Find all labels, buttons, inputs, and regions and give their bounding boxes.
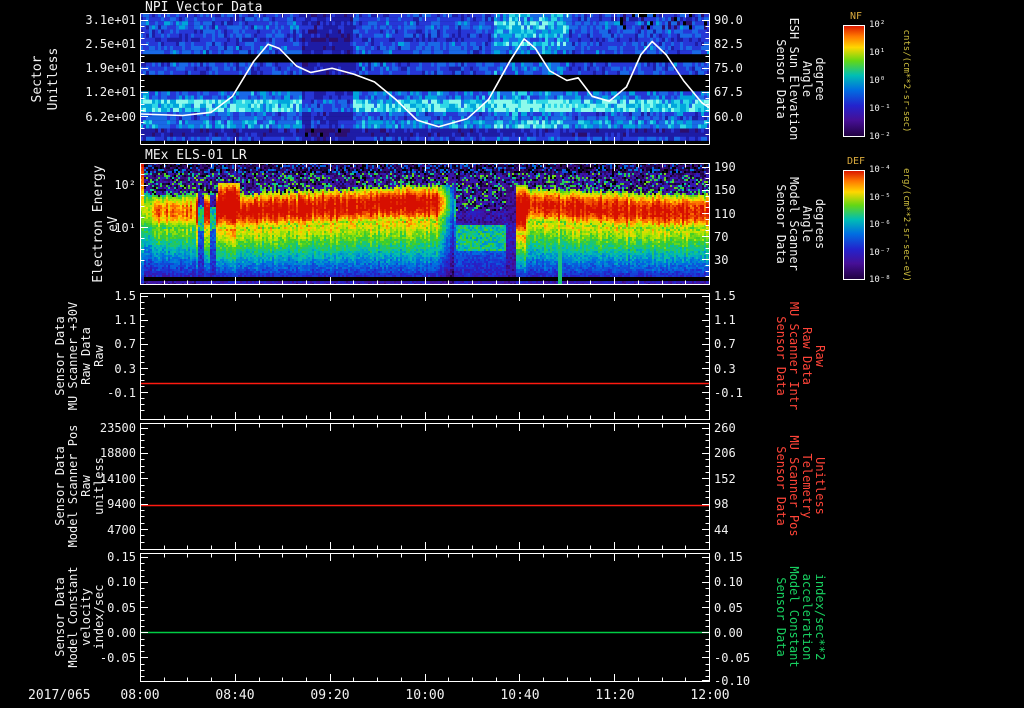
y-tick-left-panel3: 0.7 xyxy=(114,337,136,352)
panel2-title: MEx ELS-01 LR xyxy=(145,148,247,163)
panel5-right-axis-label: index/sec**2 acceleration Model Constant… xyxy=(774,566,827,668)
y-tick-right-panel5: 0.05 xyxy=(714,600,743,615)
panel1-right-axis-label: degree Angle ESH Sun Elevation Sensor Da… xyxy=(774,17,827,141)
nf-colorbar-units: cnts/(cm**2-sr-sec) xyxy=(901,29,911,133)
y-tick-right-panel5: 0.10 xyxy=(714,575,743,590)
y-tick-right-panel3: 1.1 xyxy=(714,313,736,328)
x-tick-label: 10:40 xyxy=(500,688,540,703)
panel3-left-axis-label: Sensor Data MU Scanner +30V Raw Data Raw xyxy=(53,301,106,411)
y-tick-left-panel3: 0.3 xyxy=(114,361,136,376)
y-tick-right-panel4: 44 xyxy=(714,522,729,537)
def-colorbar xyxy=(843,170,865,280)
y-tick-right-panel3: 0.3 xyxy=(714,361,736,376)
y-tick-left-panel5: 0.05 xyxy=(107,600,136,615)
y-tick-right-panel5: -0.05 xyxy=(714,651,751,666)
y-tick-right-panel5: 0.15 xyxy=(714,549,743,564)
y-tick-left-panel4: 9400 xyxy=(107,497,136,512)
y-tick-right-panel5: 0.00 xyxy=(714,625,743,640)
panel5-left-axis-label: Sensor Data Model Constant velocity inde… xyxy=(53,566,106,668)
colorbar-tick-label: 10⁻¹ xyxy=(869,104,891,114)
colorbar-tick-label: 10⁻⁸ xyxy=(869,275,891,285)
y-tick-left-panel5: 0.10 xyxy=(107,575,136,590)
y-tick-right-panel4: 206 xyxy=(714,446,736,461)
colorbar-tick-label: 10⁻⁷ xyxy=(869,247,891,258)
y-tick-right-panel2: 30 xyxy=(714,252,729,267)
els-spectrogram-canvas xyxy=(140,163,710,285)
colorbar-tick-label: 10⁰ xyxy=(869,76,886,86)
y-tick-right-panel3: 0.7 xyxy=(714,337,736,352)
mu-scanner-30v-plot-canvas xyxy=(140,293,710,420)
y-tick-right-panel1: 67.5 xyxy=(714,85,743,100)
y-tick-right-panel2: 70 xyxy=(714,229,729,244)
y-tick-left-panel3: 1.1 xyxy=(114,313,136,328)
y-tick-left-panel3: 1.5 xyxy=(114,289,136,304)
panel2-right-axis-label: degrees Angle Model Scanner Sensor Data xyxy=(774,177,827,271)
y-tick-right-panel2: 190 xyxy=(714,160,736,175)
y-tick-left-panel2: 10² xyxy=(114,177,136,192)
y-tick-left-panel1: 2.5e+01 xyxy=(85,37,136,52)
y-tick-right-panel1: 82.5 xyxy=(714,37,743,52)
y-tick-left-panel4: 18800 xyxy=(99,446,136,461)
y-tick-right-panel1: 60.0 xyxy=(714,109,743,124)
panel1-title: NPI Vector Data xyxy=(145,0,263,15)
y-tick-left-panel4: 4700 xyxy=(107,522,136,537)
y-tick-right-panel5: -0.10 xyxy=(714,674,751,689)
colorbar-tick-label: 10² xyxy=(869,20,886,30)
def-colorbar-title: DEF xyxy=(846,156,866,167)
colorbar-tick-label: 10⁻² xyxy=(869,132,891,142)
colorbar-tick-label: 10¹ xyxy=(869,48,886,58)
y-tick-left-panel1: 1.9e+01 xyxy=(85,61,136,76)
panel4-left-axis-label: Sensor Data Model Scanner Pos Raw unitle… xyxy=(53,424,106,548)
def-colorbar-units: erg/(cm**2-sr-sec-eV) xyxy=(901,168,911,282)
y-tick-right-panel4: 98 xyxy=(714,497,729,512)
x-axis-date-label: 2017/065 xyxy=(28,688,91,703)
x-tick-label: 08:00 xyxy=(120,688,160,703)
npi-spectrogram-canvas xyxy=(140,13,710,145)
colorbar-tick-label: 10⁻⁵ xyxy=(869,192,891,203)
y-tick-left-panel1: 1.2e+01 xyxy=(85,85,136,100)
y-tick-right-panel1: 75.0 xyxy=(714,61,743,76)
x-tick-label: 10:00 xyxy=(405,688,445,703)
model-constant-plot-canvas xyxy=(140,553,710,682)
y-tick-left-panel5: 0.15 xyxy=(107,549,136,564)
y-tick-right-panel2: 110 xyxy=(714,206,736,221)
x-tick-label: 09:20 xyxy=(310,688,350,703)
panel3-right-axis-label: Raw Raw Data MU Scanner Intr Sensor Data xyxy=(774,301,827,411)
panel4-right-axis-label: Unitless Telemetry MU Scanner Pos Sensor… xyxy=(774,435,827,537)
y-tick-right-panel1: 90.0 xyxy=(714,12,743,27)
y-tick-left-panel5: -0.05 xyxy=(99,651,136,666)
x-tick-label: 11:20 xyxy=(595,688,635,703)
y-tick-right-panel4: 152 xyxy=(714,471,736,486)
y-tick-right-panel3: 1.5 xyxy=(714,289,736,304)
model-scanner-pos-plot-canvas xyxy=(140,423,710,550)
y-tick-left-panel5: 0.00 xyxy=(107,625,136,640)
y-tick-left-panel4: 14100 xyxy=(99,471,136,486)
colorbar-tick-label: 10⁻⁶ xyxy=(869,220,891,230)
colorbar-tick-label: 10⁻⁴ xyxy=(869,165,891,175)
nf-colorbar-title: NF xyxy=(849,11,863,22)
y-tick-left-panel1: 6.2e+00 xyxy=(85,109,136,124)
y-tick-right-panel2: 150 xyxy=(714,183,736,198)
y-tick-right-panel3: -0.1 xyxy=(714,385,743,400)
y-tick-left-panel3: -0.1 xyxy=(107,385,136,400)
y-tick-left-panel2: 10¹ xyxy=(114,221,136,236)
y-tick-left-panel4: 23500 xyxy=(99,420,136,435)
x-tick-label: 12:00 xyxy=(690,688,730,703)
x-tick-label: 08:40 xyxy=(215,688,255,703)
y-tick-left-panel1: 3.1e+01 xyxy=(85,12,136,27)
panel1-left-axis-label: Sector Unitless xyxy=(30,47,61,111)
nf-colorbar xyxy=(843,25,865,137)
y-tick-right-panel4: 260 xyxy=(714,420,736,435)
